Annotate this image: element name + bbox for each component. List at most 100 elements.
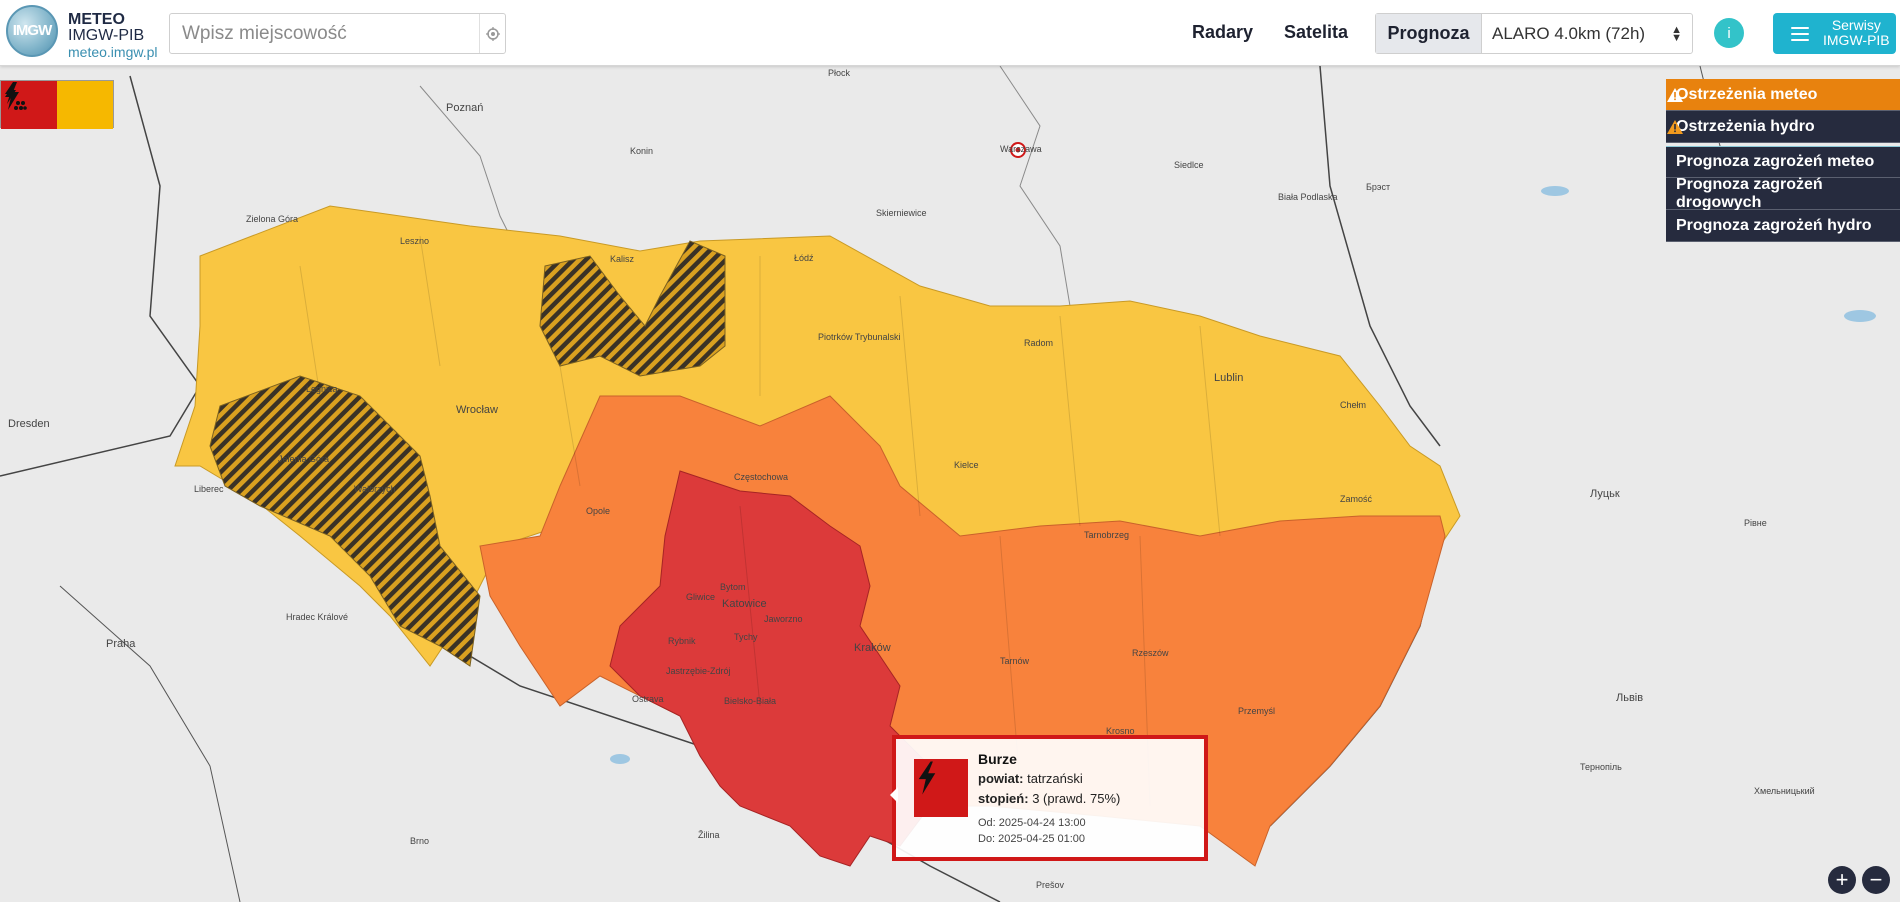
lightning-icon — [914, 759, 968, 817]
zoom-out-button[interactable]: − — [1862, 866, 1890, 894]
map-label: Łódź — [794, 253, 814, 263]
map-label: Skierniewice — [876, 208, 927, 218]
warning-triangle-icon — [1667, 120, 1683, 134]
prognoza-label: Prognoza — [1376, 14, 1482, 53]
map-label: Lublin — [1214, 372, 1244, 384]
nav-radary[interactable]: Radary — [1192, 22, 1254, 42]
popup-powiat-label: powiat: — [978, 771, 1024, 786]
map-label: Przemyśl — [1238, 706, 1276, 716]
map-label: Kielce — [954, 460, 979, 470]
map-label: Тернопіль — [1580, 762, 1622, 772]
brand-line2: IMGW-PIB — [68, 27, 145, 44]
map-label: Хмельницький — [1754, 786, 1815, 796]
warning-triangle-icon — [1667, 88, 1683, 102]
map-label: Biała Podlaska — [1278, 192, 1338, 202]
map-label: Brno — [410, 836, 430, 846]
map-label: Rzeszów — [1132, 648, 1169, 658]
prognoza-model-select[interactable]: Prognoza ALARO 4.0km (72h) ▲ ▼ — [1375, 13, 1693, 54]
map-label: Chełm — [1340, 400, 1367, 410]
map-label: Bytom — [720, 582, 746, 592]
map-label: Częstochowa — [734, 472, 789, 482]
map-label: Legnica — [306, 384, 338, 394]
info-button[interactable]: i — [1714, 18, 1744, 48]
brand-url: meteo.imgw.pl — [68, 44, 158, 60]
panel-item-label: Prognoza zagrożeń hydro — [1676, 216, 1872, 234]
map-label: Jaworzno — [764, 614, 803, 624]
map-label: Hradec Králové — [286, 612, 349, 622]
map-label: Ostrava — [632, 694, 664, 704]
brand-line1: METEO — [68, 11, 125, 28]
map-label: Žilina — [698, 830, 720, 840]
panel-item-label: Prognoza zagrożeń meteo — [1676, 153, 1875, 170]
location-search — [169, 13, 506, 54]
map-label: Wałbrzych — [354, 484, 396, 494]
map-label: Рівне — [1744, 518, 1767, 528]
map-label: Jastrzębie-Zdrój — [666, 666, 731, 676]
panel-item-label: Prognoza zagrożeń drogowych — [1676, 175, 1823, 211]
serwisy-sublabel: IMGW-PIB — [1823, 32, 1890, 48]
top-bar: IMGW METEO IMGW-PIB meteo.imgw.pl Radary… — [0, 0, 1900, 66]
map-label: Брэст — [1366, 182, 1391, 192]
map-label: Kraków — [854, 642, 891, 654]
imgw-logo[interactable]: IMGW — [6, 5, 58, 57]
map-label: Wrocław — [456, 404, 498, 416]
map-label: Krosno — [1106, 726, 1135, 736]
popup-do: Do: 2025-04-25 01:00 — [978, 833, 1086, 845]
map-label: Leszno — [400, 236, 430, 246]
popup-od: Od: 2025-04-24 13:00 — [978, 817, 1086, 829]
map-label: Piotrków Trybunalski — [818, 332, 901, 342]
map-label: Tarnów — [1000, 656, 1030, 666]
locate-me-icon[interactable] — [479, 14, 505, 53]
map-label: Dresden — [8, 418, 50, 430]
info-icon: i — [1727, 24, 1731, 42]
panel-item-label: Ostrzeżenia hydro — [1676, 117, 1815, 135]
map-label: Praha — [106, 638, 136, 650]
map-label: Tychy — [734, 632, 758, 642]
panel-ostrzezenia-meteo[interactable]: Ostrzeżenia meteo — [1666, 79, 1900, 111]
map-label: Warszawa — [1000, 144, 1042, 154]
warnings-panel: Ostrzeżenia meteo Ostrzeżenia hydro Prog… — [1666, 79, 1900, 242]
map-label: Poznań — [446, 102, 484, 114]
map-label: Zielona Góra — [246, 214, 299, 224]
map-label: Rybnik — [668, 636, 696, 646]
logo-text: IMGW — [12, 22, 52, 39]
map-label: Radom — [1024, 338, 1054, 348]
map-label: Kalisz — [610, 254, 635, 264]
popup-stopien: stopień: 3 (prawd. 75%) — [978, 791, 1120, 806]
map-label: Gliwice — [686, 592, 716, 602]
warning-map[interactable]: Poznań Warszawa Płock Konin Siedlce Biał… — [0, 66, 1900, 902]
panel-prognoza-zagrozen-drogowych[interactable]: Prognoza zagrożeń drogowych — [1666, 175, 1900, 211]
popup-title: Burze — [978, 751, 1017, 767]
map-label: Tarnobrzeg — [1084, 530, 1130, 540]
popup-powiat: powiat: tatrzański — [978, 771, 1083, 786]
map-label: Львів — [1616, 692, 1644, 704]
map-label: Konin — [630, 146, 654, 156]
map-label: Opole — [586, 506, 611, 516]
select-arrows-icon: ▲ ▼ — [1671, 24, 1682, 44]
lightning-hail-icon[interactable] — [5, 81, 113, 129]
map-label: Płock — [828, 68, 851, 78]
map-label: Liberec — [194, 484, 224, 494]
warning-types-legend — [0, 80, 114, 129]
popup-powiat-value: tatrzański — [1027, 771, 1083, 786]
serwisy-button[interactable]: Serwisy IMGW-PIB — [1773, 13, 1896, 54]
map-label: Луцьк — [1590, 488, 1620, 500]
hamburger-icon — [1791, 27, 1809, 45]
location-search-input[interactable] — [170, 14, 460, 53]
nav-satelita[interactable]: Satelita — [1284, 22, 1349, 42]
panel-prognoza-zagrozen-hydro[interactable]: Prognoza zagrożeń hydro — [1666, 210, 1900, 242]
map-label: Bielsko-Biała — [724, 696, 777, 706]
warning-popup[interactable]: Burze powiat: tatrzański stopień: 3 (pra… — [890, 735, 1208, 861]
serwisy-label: Serwisy — [1831, 17, 1881, 33]
map-label: Katowice — [722, 598, 767, 610]
map-label: Zamość — [1340, 494, 1373, 504]
brand[interactable]: METEO IMGW-PIB meteo.imgw.pl — [68, 11, 158, 61]
zoom-in-button[interactable]: + — [1828, 866, 1856, 894]
map-label: Prešov — [1036, 880, 1065, 890]
prognoza-selected-value: ALARO 4.0km (72h) — [1492, 24, 1646, 43]
panel-item-label: Ostrzeżenia meteo — [1676, 85, 1818, 103]
popup-stopien-label: stopień: — [978, 791, 1029, 806]
panel-prognoza-zagrozen-meteo[interactable]: Prognoza zagrożeń meteo — [1666, 146, 1900, 178]
map-label: Siedlce — [1174, 160, 1204, 170]
panel-ostrzezenia-hydro[interactable]: Ostrzeżenia hydro — [1666, 111, 1900, 143]
